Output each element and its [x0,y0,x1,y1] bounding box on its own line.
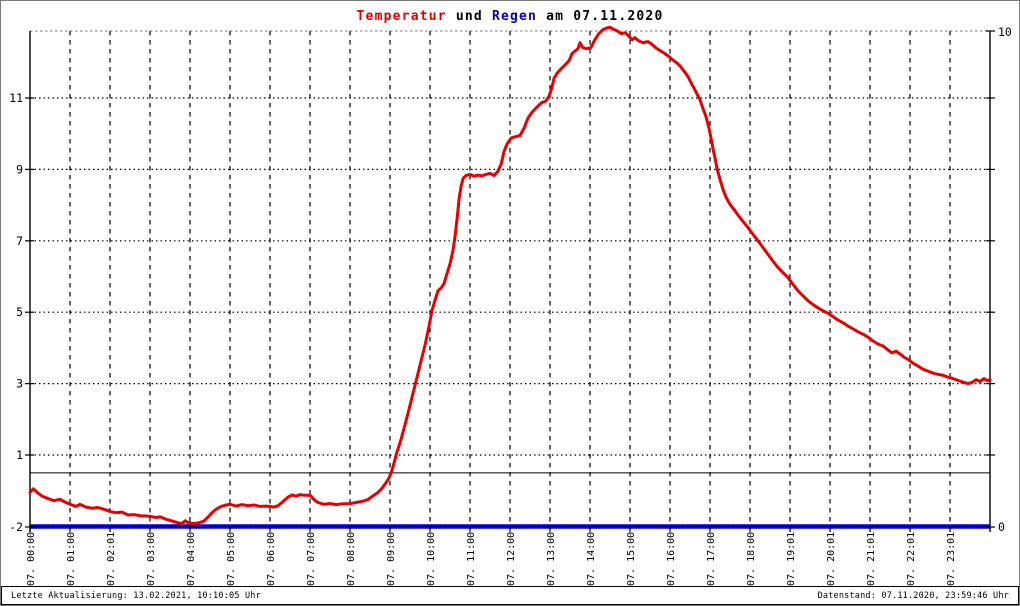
title-part-und: und [447,9,492,24]
data-timestamp-text: Datenstand: 07.11.2020, 23:59:46 Uhr [817,590,1009,601]
x-tick-label: 07. 23:01 [946,532,957,586]
x-tick-label: 07. 08:00 [346,532,357,586]
y-tick-label-right: 10 [998,25,1012,39]
x-tick-label: 07. 21:01 [866,532,877,586]
x-tick-label: 07. 01:00 [66,532,77,586]
x-tick-label: 07. 11:00 [466,532,477,586]
chart-title: Temperatur und Regen am 07.11.2020 [357,9,664,24]
x-tick-label: 07. 12:00 [506,532,517,586]
x-tick-label: 07. 06:00 [266,532,277,586]
x-tick-label: 07. 09:00 [386,532,397,586]
y-tick-label-right: 0 [998,520,1005,534]
status-bar: Letzte Aktualisierung: 13.02.2021, 10:10… [1,586,1019,605]
x-tick-label: 07. 13:00 [546,532,557,586]
y-tick-label-left: 9 [16,162,23,176]
x-tick-label: 07. 05:00 [226,532,237,586]
x-tick-label: 07. 16:00 [666,532,677,586]
x-tick-label: 07. 07:00 [306,532,317,586]
title-part-regen: Regen [492,9,537,24]
title-part-temperatur: Temperatur [357,9,447,24]
x-tick-label: 07. 00:00 [26,532,37,586]
y-tick-label-left: 5 [16,305,23,319]
y-axis-min-label: -2 [9,520,23,534]
y-tick-label-left: 3 [16,377,23,391]
x-tick-label: 07. 03:00 [146,532,157,586]
x-tick-label: 07. 17:00 [706,532,717,586]
chart-plot: 11 9 7 5 3 1 -2 10 0 07. 00:00 07. 01:00 07. 02:01 0… [9,9,1012,586]
y-tick-label-left: 1 [16,448,23,462]
x-tick-label: 07. 19:01 [786,532,797,586]
x-tick-label: 07. 15:00 [626,532,637,586]
x-tick-label: 07. 10:00 [426,532,437,586]
y-tick-label-left: 7 [16,234,23,248]
x-tick-label: 07. 22:01 [906,532,917,586]
x-tick-label: 07. 18:00 [746,532,757,586]
last-update-text: Letzte Aktualisierung: 13.02.2021, 10:10… [11,590,261,601]
x-tick-label: 07. 14:00 [586,532,597,586]
temperature-line [28,25,992,525]
title-part-date: am 07.11.2020 [537,9,663,24]
y-tick-label-left: 11 [9,91,23,105]
x-tick-label: 07. 04:00 [186,532,197,586]
x-tick-label: 07. 20:01 [826,532,837,586]
x-tick-label: 07. 02:01 [106,532,117,586]
